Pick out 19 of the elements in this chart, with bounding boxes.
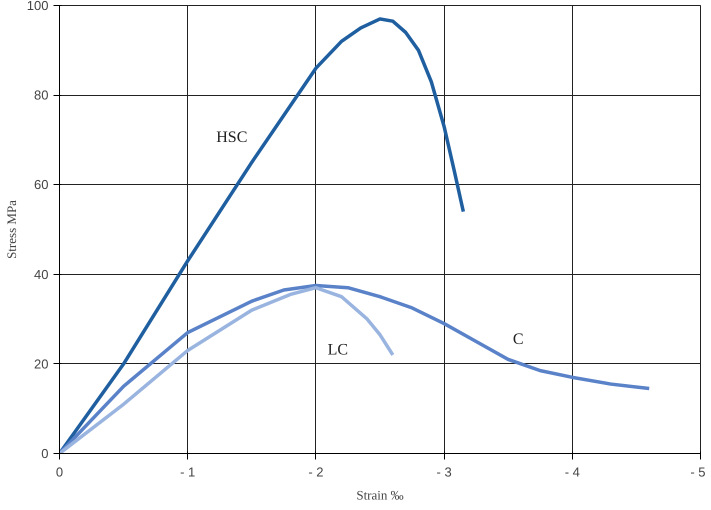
x-tick-label: - 4	[564, 464, 580, 480]
x-tick-label: - 1	[180, 464, 196, 480]
x-tick-label: 0	[56, 464, 64, 480]
line-series	[60, 286, 395, 454]
y-tick-label: 0	[41, 446, 49, 461]
y-tick-label: 40	[34, 266, 49, 282]
y-tick-label: 60	[34, 177, 49, 192]
series-label: HSC	[216, 128, 248, 146]
y-tick-label: 80	[34, 88, 49, 103]
line-series	[60, 284, 651, 454]
x-tick-label: - 3	[436, 464, 452, 480]
series-label: LC	[328, 341, 348, 358]
x-tick-label: - 5	[690, 464, 706, 480]
series-label: C	[512, 330, 524, 348]
y-axis-title: Stress MPa	[4, 200, 19, 259]
x-axis-title: Strain ‰	[356, 488, 404, 502]
y-tick-label: 100	[26, 0, 49, 13]
x-tick-label: - 2	[308, 464, 324, 480]
y-tick-label: 20	[34, 356, 49, 372]
